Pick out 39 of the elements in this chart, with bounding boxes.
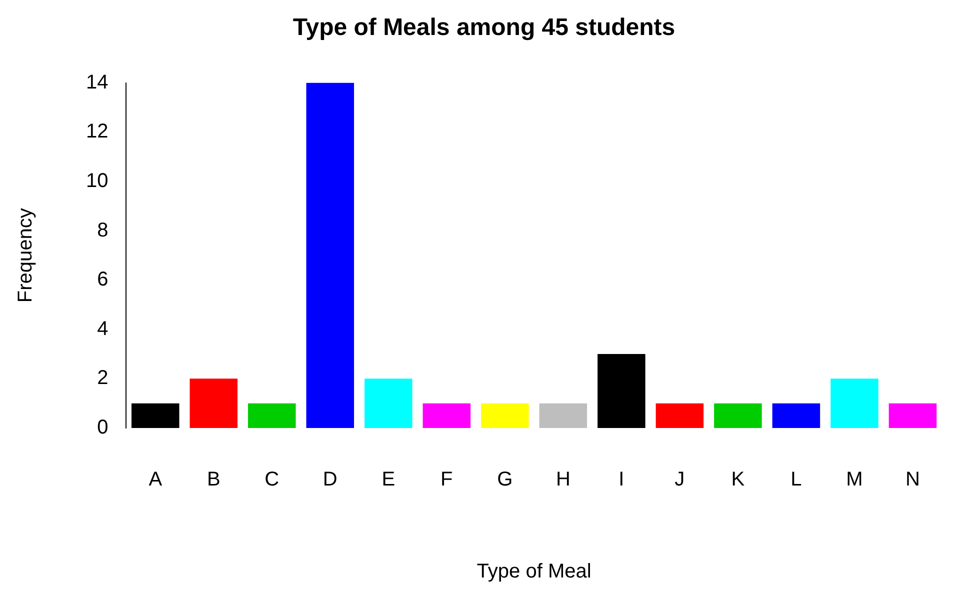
x-tick-label: B [206, 468, 220, 491]
x-tick-label: D [322, 468, 338, 491]
y-tick-label: 14 [86, 71, 108, 94]
x-tick-label: K [731, 468, 746, 491]
bar [656, 403, 704, 428]
x-tick-label: N [905, 468, 920, 491]
x-tick-label: A [148, 468, 163, 491]
bar [772, 403, 820, 428]
y-tick-label: 4 [97, 318, 108, 340]
y-tick-label: 0 [97, 416, 108, 439]
bar [131, 403, 180, 428]
bar [422, 403, 471, 428]
bar [714, 403, 762, 428]
bar [539, 403, 588, 428]
y-tick-label: 2 [97, 367, 108, 390]
bar [830, 378, 878, 428]
bar [888, 403, 937, 428]
y-tick-label: 8 [97, 219, 108, 242]
bar [306, 82, 354, 428]
y-tick-label: 10 [86, 170, 108, 192]
y-tick-label: 6 [97, 268, 108, 291]
x-tick-label: H [556, 468, 570, 491]
bar [364, 378, 412, 428]
y-axis-title: Frequency [14, 208, 37, 303]
x-axis-title: Type of Meal [476, 560, 592, 583]
bar [248, 403, 296, 428]
x-tick-label: E [382, 468, 396, 491]
x-tick-label: C [264, 468, 280, 491]
x-tick-label: J [674, 468, 685, 491]
bar [190, 378, 238, 428]
x-tick-label: F [440, 468, 453, 491]
x-tick-label: G [497, 468, 513, 491]
bar [598, 354, 646, 428]
y-tick-label: 12 [86, 120, 108, 143]
x-tick-label: I [618, 468, 624, 491]
chart-title: Type of Meals among 45 students [292, 14, 676, 42]
x-tick-label: L [790, 468, 802, 491]
bar [481, 403, 529, 428]
x-tick-label: M [846, 468, 863, 491]
